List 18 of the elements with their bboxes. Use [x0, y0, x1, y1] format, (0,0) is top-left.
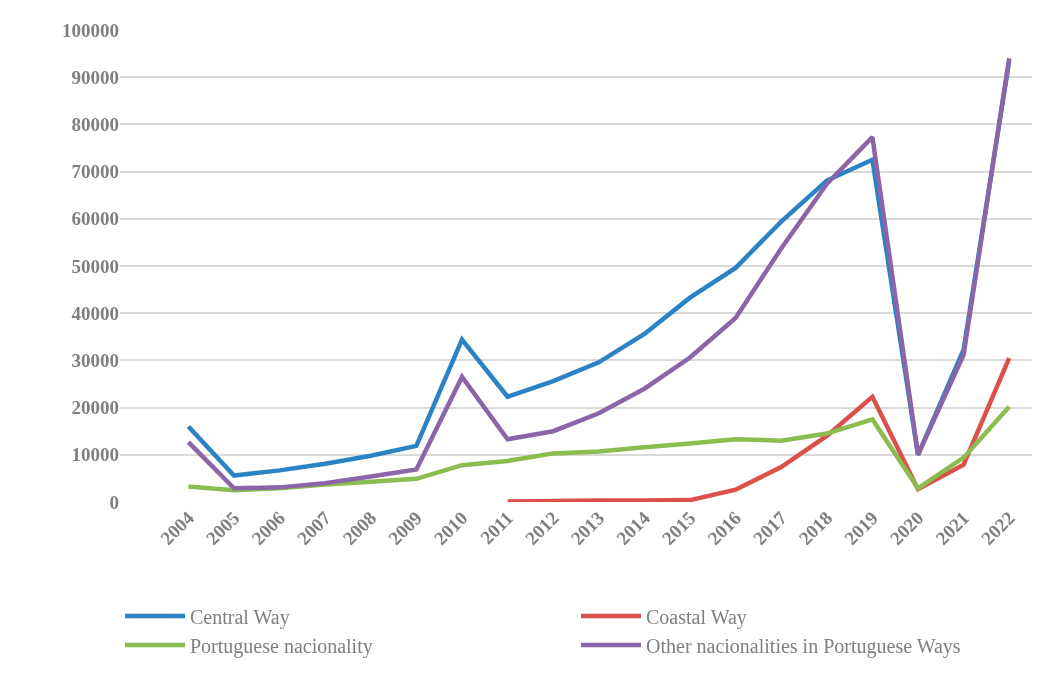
y-tick-label: 70000 — [71, 161, 119, 183]
y-tick-label: 100000 — [62, 19, 119, 41]
y-tick-label: 40000 — [71, 302, 119, 324]
y-tick-label: 60000 — [71, 208, 119, 230]
y-tick-label: 0 — [109, 491, 119, 513]
legend-label: Coastal Way — [646, 605, 747, 629]
y-tick-label: 30000 — [71, 350, 119, 372]
line-series — [505, 355, 1012, 502]
y-tick-label: 10000 — [71, 444, 119, 466]
y-tick-label: 80000 — [71, 114, 119, 136]
y-tick-label: 20000 — [71, 397, 119, 419]
x-tick-label: 2011 — [476, 507, 518, 549]
legend-label: Other nacionalities in Portuguese Ways — [646, 634, 961, 658]
legend-label: Portuguese nacionality — [190, 634, 373, 658]
legend-label: Central Way — [190, 605, 290, 629]
y-tick-label: 90000 — [71, 66, 119, 88]
x-tick-label: 2021 — [931, 507, 974, 549]
y-tick-label: 50000 — [71, 255, 119, 277]
